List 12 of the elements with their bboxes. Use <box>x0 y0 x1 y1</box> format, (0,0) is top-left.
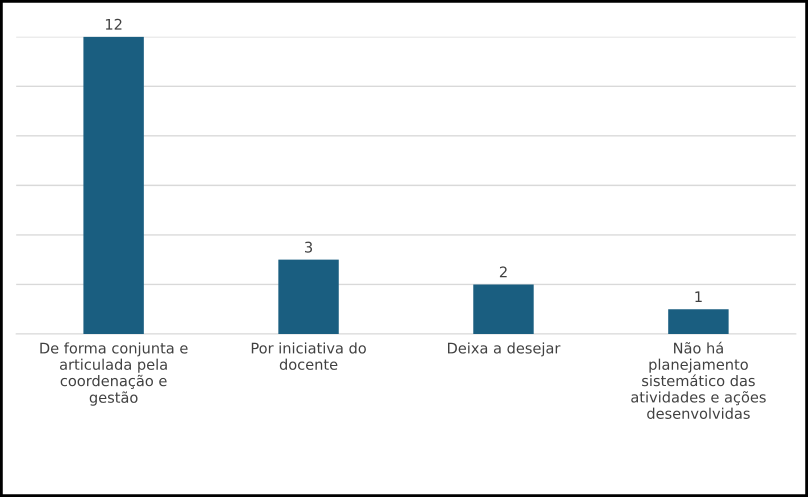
data-label: 2 <box>500 266 507 278</box>
bar <box>473 284 534 334</box>
bar <box>278 260 339 334</box>
data-label: 1 <box>695 291 702 302</box>
bar <box>83 36 144 334</box>
x-tick-label: De forma conjunta e articulada pela coordenação e gestão <box>40 342 188 406</box>
x-tick-label: Por iniciativa do docente <box>252 342 366 370</box>
x-tick-label: Não há planejamento sistemático das atividades e ações desenvolvidas <box>631 342 766 419</box>
data-label: 12 <box>106 18 122 30</box>
x-tick-label: Deixa a desejar <box>448 342 560 356</box>
data-label: 3 <box>305 242 312 253</box>
bar <box>668 309 729 334</box>
